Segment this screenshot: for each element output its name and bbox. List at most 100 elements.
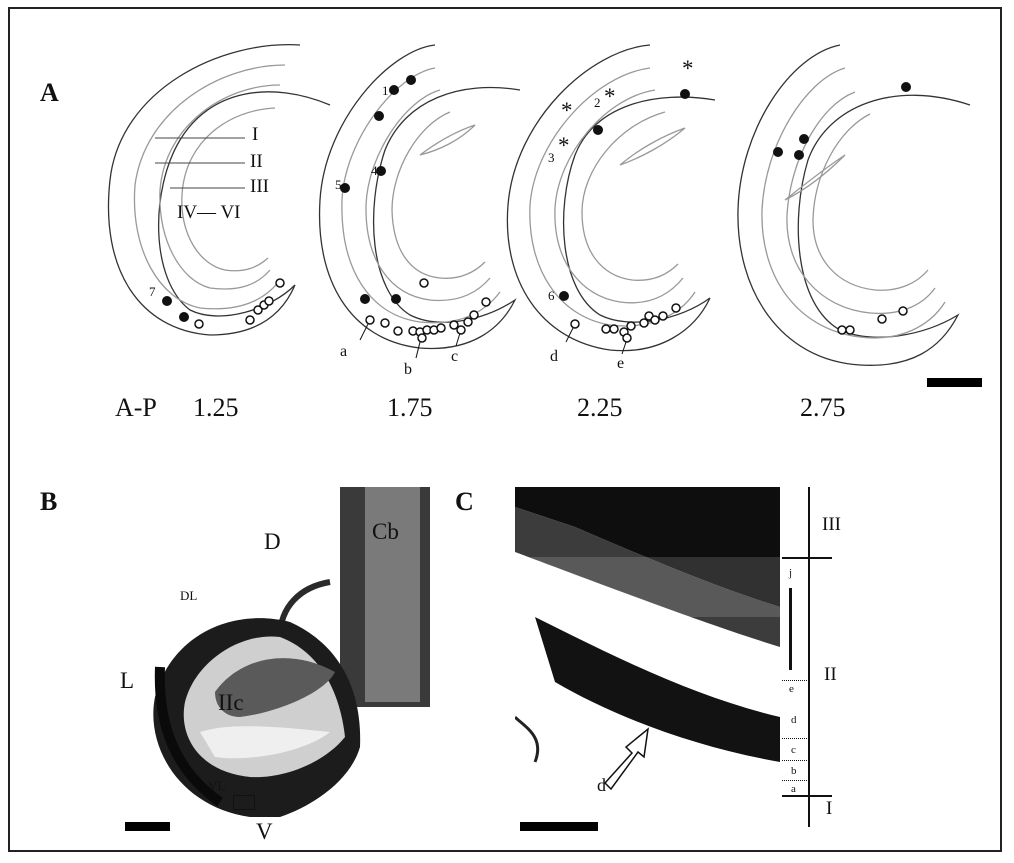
pointer-d <box>565 327 574 343</box>
open-cell <box>469 310 479 320</box>
cell-number-5: 5 <box>335 177 342 192</box>
letter-label-a: a <box>340 343 348 360</box>
olfactory-section-image <box>153 487 430 817</box>
cerebellum-label: Cb <box>372 519 399 544</box>
ap-value-1-25: 1.25 <box>193 393 239 422</box>
sublayer-e: e <box>789 683 794 695</box>
cell-number-7: 7 <box>149 284 156 299</box>
open-cell <box>845 325 855 335</box>
cell-number-4: 4 <box>371 163 378 178</box>
filled-cell <box>794 150 804 160</box>
sublayer-divider <box>782 760 807 761</box>
sublayer-divider <box>782 680 807 681</box>
open-cell <box>837 325 847 335</box>
layer-label-iii: III <box>250 176 269 197</box>
scale-bar-b <box>125 822 170 831</box>
cell-number-6: 6 <box>548 288 555 303</box>
open-cell <box>671 303 681 313</box>
layer-label-iv-vi: IV— VI <box>177 202 241 223</box>
open-cell <box>609 324 619 334</box>
orientation-dorsolateral: DL <box>180 588 198 603</box>
section-ap-2-25 <box>506 44 716 355</box>
orientation-lateral: L <box>120 668 135 693</box>
pointer-a <box>359 323 369 341</box>
layer-boundary-iii-ii <box>782 557 832 559</box>
open-cell-b <box>417 333 427 343</box>
filled-cell <box>406 75 416 85</box>
open-cell-d <box>570 319 580 329</box>
ap-value-2-25: 2.25 <box>577 393 623 422</box>
panel-label-a: A <box>40 78 59 107</box>
open-cell-a <box>365 315 375 325</box>
letter-label-c: c <box>451 348 459 365</box>
pointer-c <box>455 332 461 347</box>
open-cell <box>264 296 274 306</box>
open-cell <box>898 306 908 316</box>
sublayer-divider <box>782 738 807 739</box>
layer-label-i: I <box>826 798 833 819</box>
orientation-dorsal: D <box>264 529 281 554</box>
open-cell <box>877 314 887 324</box>
filled-cell <box>374 111 384 121</box>
section-ap-1-25 <box>107 44 331 336</box>
open-cell <box>481 297 491 307</box>
pointer-e <box>621 341 627 355</box>
cell-number-2: 2 <box>594 95 601 110</box>
filled-cell-1 <box>389 85 399 95</box>
scale-bar-a <box>927 378 982 387</box>
ap-value-1-75: 1.75 <box>387 393 433 422</box>
filled-cell <box>391 294 401 304</box>
open-cell <box>245 315 255 325</box>
open-cell <box>626 321 636 331</box>
filled-cell <box>360 294 370 304</box>
star-marker: * <box>604 84 616 109</box>
orientation-ventrolateral: VL <box>208 778 226 793</box>
layer-boundary-ii-i <box>782 795 832 797</box>
cell-number-1: 1 <box>382 83 389 98</box>
filled-cell <box>799 134 809 144</box>
layer-axis <box>808 487 810 827</box>
sublayer-c: c <box>791 744 796 756</box>
open-cell <box>253 305 263 315</box>
pointer-b <box>415 341 421 359</box>
histology-photo-c <box>515 487 780 827</box>
layer-label-i: I <box>252 124 259 145</box>
open-cell <box>601 324 611 334</box>
panel-label-c: C <box>455 487 474 516</box>
open-cell <box>449 320 459 330</box>
region-iic-label: IIc <box>218 690 244 715</box>
sublayer-j-bar <box>789 588 792 670</box>
filled-cell-2 <box>593 125 603 135</box>
open-cell <box>419 278 429 288</box>
layer-label-ii: II <box>250 151 263 172</box>
filled-cell-6 <box>559 291 569 301</box>
star-marker: * <box>558 133 570 158</box>
filled-cell-5 <box>340 183 350 193</box>
arrow-d <box>603 727 650 791</box>
open-cell <box>194 319 204 329</box>
filled-cell-4 <box>376 166 386 176</box>
layer-label-ii: II <box>824 664 837 685</box>
layer-label-iii: III <box>822 514 841 535</box>
figure-frame <box>8 7 1002 852</box>
panel-label-b: B <box>40 487 58 516</box>
filled-cell <box>773 147 783 157</box>
ap-value-2-75: 2.75 <box>800 393 846 422</box>
star-marker: * <box>682 56 694 81</box>
open-cell <box>463 317 473 327</box>
open-cell <box>393 326 403 336</box>
layer-closeup-image <box>515 487 780 763</box>
open-cell <box>380 318 390 328</box>
open-cell-e <box>622 333 632 343</box>
letter-label-b: b <box>404 361 412 378</box>
section-ap-2-75 <box>737 44 971 366</box>
letter-label-e: e <box>617 355 625 372</box>
histology-photo-b <box>130 487 440 817</box>
sublayer-divider <box>782 780 807 781</box>
filled-cell <box>680 89 690 99</box>
open-cell-c <box>456 325 466 335</box>
open-cell <box>658 311 668 321</box>
section-ap-1-75 <box>318 44 521 359</box>
section-ap-1-25-cells <box>162 278 285 329</box>
scale-bar-c <box>520 822 598 831</box>
